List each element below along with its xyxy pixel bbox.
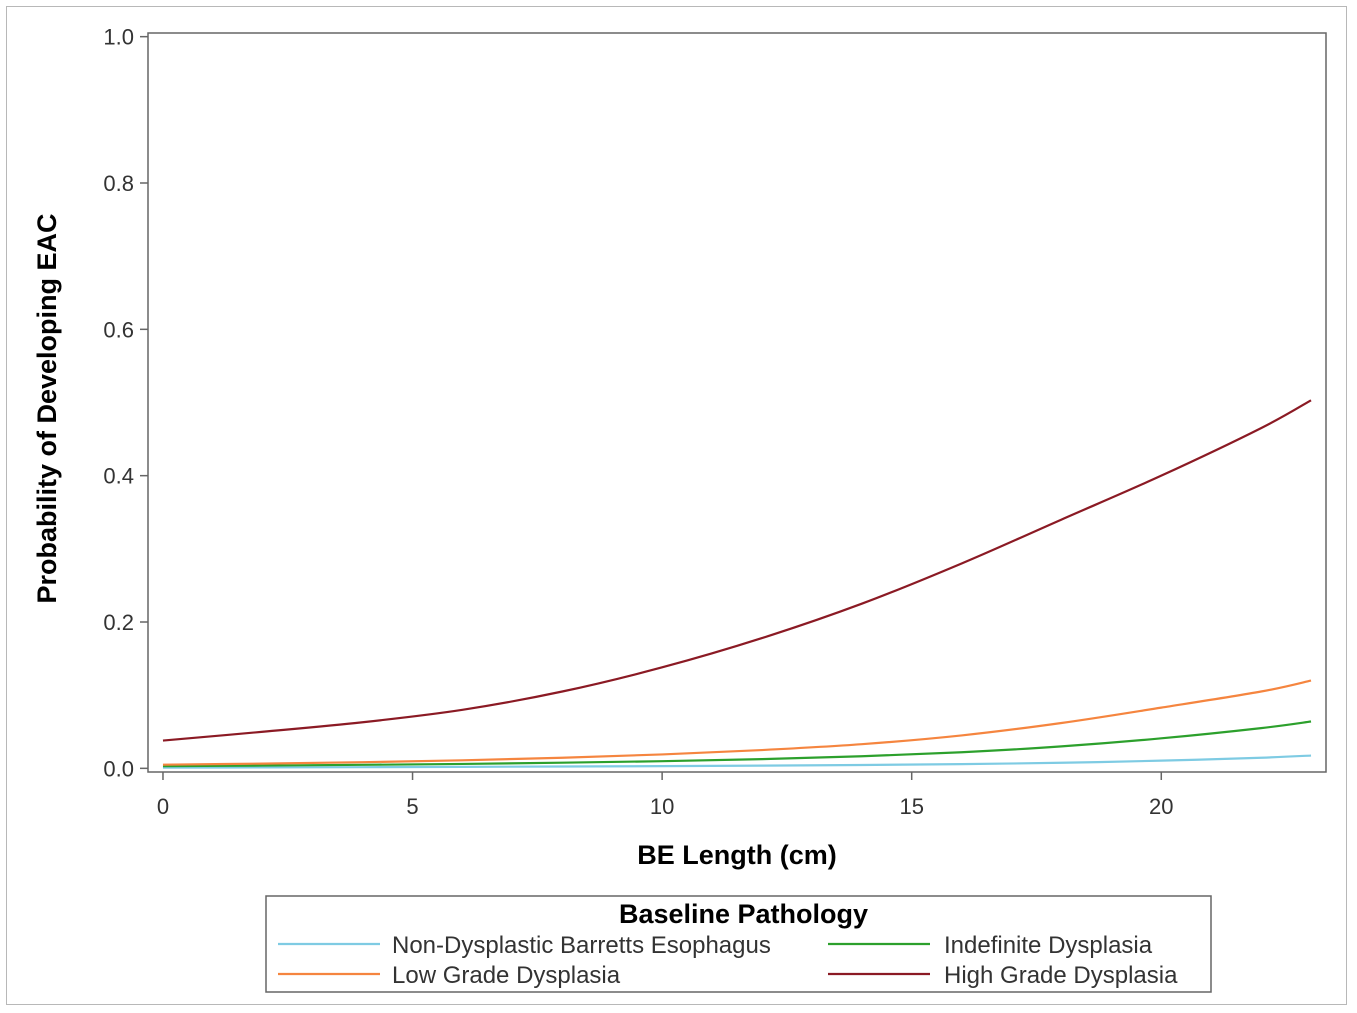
- x-tick-label: 15: [899, 794, 923, 819]
- series-line-3: [162, 399, 1312, 742]
- y-tick-label: 0.4: [103, 464, 134, 489]
- y-axis: 0.0 0.2 0.4 0.6 0.8 1.0: [103, 25, 148, 781]
- x-axis: 0 5 10 15 20: [157, 772, 1174, 819]
- legend: Baseline Pathology Non-Dysplastic Barret…: [265, 895, 1212, 993]
- series-line-1: [162, 720, 1312, 768]
- figure-frame: [6, 6, 1347, 1005]
- x-tick-label: 20: [1149, 794, 1173, 819]
- x-tick-label: 5: [406, 794, 418, 819]
- legend-title: Baseline Pathology: [619, 899, 868, 929]
- legend-items: Non-Dysplastic Barretts Esophagus Indefin…: [278, 932, 1178, 989]
- y-tick-label: 0.2: [103, 610, 134, 635]
- legend-label-0: Non-Dysplastic Barretts Esophagus: [392, 932, 771, 959]
- series-layer: [162, 399, 1312, 769]
- plot-area: [147, 32, 1327, 773]
- legend-label-2: Low Grade Dysplasia: [392, 962, 621, 989]
- series-line-0: [162, 754, 1312, 769]
- y-axis-title: Probability of Developing EAC: [32, 213, 62, 603]
- legend-box: [265, 895, 1212, 993]
- y-tick-label: 1.0: [103, 25, 134, 50]
- legend-label-1: Indefinite Dysplasia: [944, 932, 1153, 959]
- series-line-2: [162, 679, 1312, 766]
- x-axis-title: BE Length (cm): [637, 840, 837, 870]
- y-tick-label: 0.6: [103, 317, 134, 342]
- x-tick-label: 10: [650, 794, 674, 819]
- x-tick-label: 0: [157, 794, 169, 819]
- legend-label-3: High Grade Dysplasia: [944, 962, 1178, 989]
- y-tick-label: 0.8: [103, 171, 134, 196]
- y-tick-label: 0.0: [103, 756, 134, 781]
